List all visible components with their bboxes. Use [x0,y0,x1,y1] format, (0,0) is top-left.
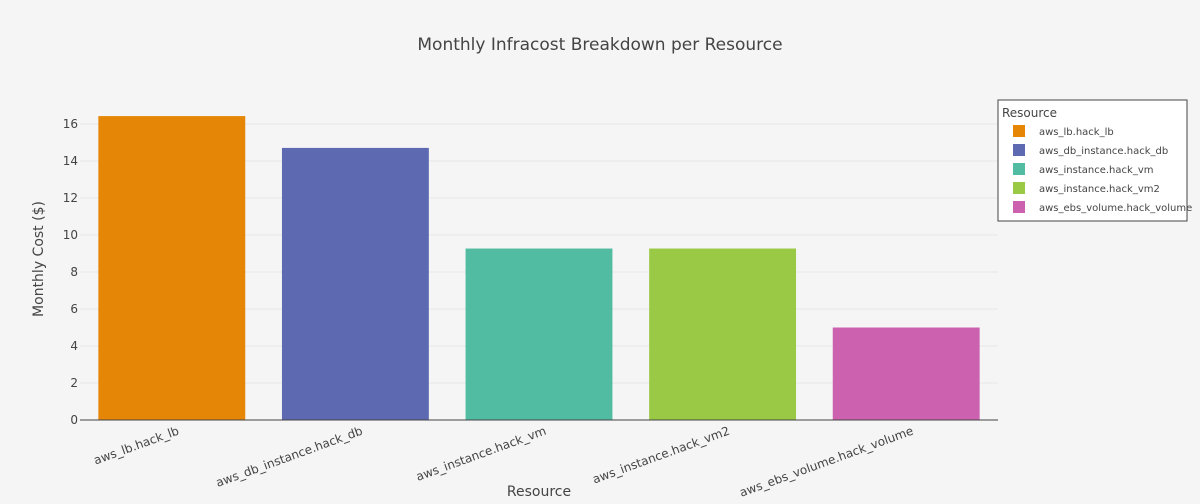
x-tick-label: aws_ebs_volume.hack_volume [738,424,916,500]
bar[interactable] [465,248,613,420]
chart-title: Monthly Infracost Breakdown per Resource [417,35,782,55]
y-tick-label: 10 [63,228,78,242]
y-tick-label: 8 [70,265,78,279]
x-tick-label: aws_lb.hack_lb [92,424,181,468]
legend-entry[interactable]: aws_ebs_volume.hack_volume [1039,203,1192,214]
y-axis-title: Monthly Cost ($) [31,201,47,317]
legend: Resource aws_lb.hack_lb aws_db_instance.h… [997,99,1192,222]
legend-entry[interactable]: aws_lb.hack_lb [1039,127,1114,138]
legend-box [997,99,1188,222]
legend-entry[interactable]: aws_db_instance.hack_db [1039,146,1168,157]
x-tick-label: aws_instance.hack_vm2 [591,424,732,487]
legend-swatch[interactable] [1013,125,1025,137]
y-tick-label: 12 [63,191,78,205]
x-tick-label: aws_db_instance.hack_db [214,424,364,490]
legend-entry[interactable]: aws_instance.hack_vm [1039,165,1153,176]
y-tick-label: 4 [70,339,78,353]
y-tick-label: 6 [70,302,78,316]
bar[interactable] [832,327,980,420]
legend-items: aws_lb.hack_lb aws_db_instance.hack_dbaws… [1013,125,1192,214]
legend-swatch[interactable] [1013,201,1025,213]
y-tick-label: 14 [63,154,78,168]
y-axis-ticks: 0 2 4 6 8 10 12 14 16 [63,117,78,427]
x-axis-title: Resource [507,484,571,500]
x-tick-label: aws_instance.hack_vm [414,424,548,484]
legend-swatch[interactable] [1013,182,1025,194]
legend-swatch[interactable] [1013,163,1025,175]
bar[interactable] [649,248,797,420]
legend-entry[interactable]: aws_instance.hack_vm2 [1039,184,1160,195]
y-tick-label: 0 [70,413,78,427]
bars [98,116,980,421]
x-axis-ticks: aws_lb.hack_lb aws_db_instance.hack_db aws… [92,424,915,500]
bar[interactable] [98,116,246,421]
bar[interactable] [281,147,429,420]
y-tick-label: 2 [70,376,78,390]
legend-title: Resource [1002,106,1057,120]
y-tick-label: 16 [63,117,78,131]
legend-swatch[interactable] [1013,144,1025,156]
